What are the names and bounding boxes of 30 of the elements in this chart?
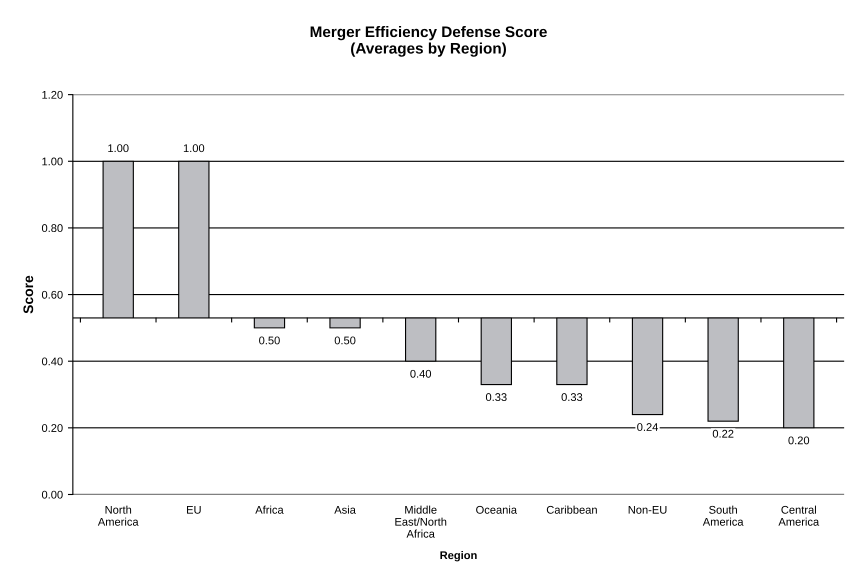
x-tick-label: EU <box>187 506 201 514</box>
data-label: 0.20 <box>788 436 810 444</box>
data-label: 0.24 <box>637 423 658 432</box>
x-tick-label: Central America <box>778 506 820 526</box>
data-label: 0.33 <box>562 393 582 402</box>
data-label: 0.50 <box>334 336 356 344</box>
y-tick-label: 0.80 <box>42 224 63 232</box>
data-label: 0.22 <box>712 430 734 438</box>
chart-title: Merger Efficiency Defense Score (Averages by Region) <box>310 26 547 57</box>
y-tick-label: 1.00 <box>42 158 63 166</box>
y-tick-label: 1.20 <box>42 90 63 99</box>
x-tick-label: Middle East/North Africa <box>395 506 446 538</box>
x-tick-label: South America <box>702 506 744 526</box>
x-axis-title: Region <box>440 551 477 562</box>
data-label: 0.40 <box>410 370 432 378</box>
x-tick-label: North America <box>98 506 139 526</box>
x-tick-label: Africa <box>255 506 284 514</box>
data-label: 1.00 <box>184 144 204 152</box>
data-label: 0.50 <box>259 336 280 344</box>
x-tick-label: Caribbean <box>546 506 597 514</box>
data-label: 0.33 <box>486 393 507 402</box>
y-tick-label: 0.60 <box>42 290 63 299</box>
x-tick-label: Non-EU <box>628 506 666 514</box>
x-tick-label: Oceania <box>476 506 517 514</box>
y-tick-label: 0.40 <box>42 357 63 366</box>
x-tick-label: Asia <box>334 506 356 514</box>
y-tick-label: 0.20 <box>42 424 63 432</box>
data-label: 1.00 <box>108 144 129 152</box>
y-axis-title: Score <box>23 276 34 314</box>
y-tick-label: 0.00 <box>42 490 63 499</box>
